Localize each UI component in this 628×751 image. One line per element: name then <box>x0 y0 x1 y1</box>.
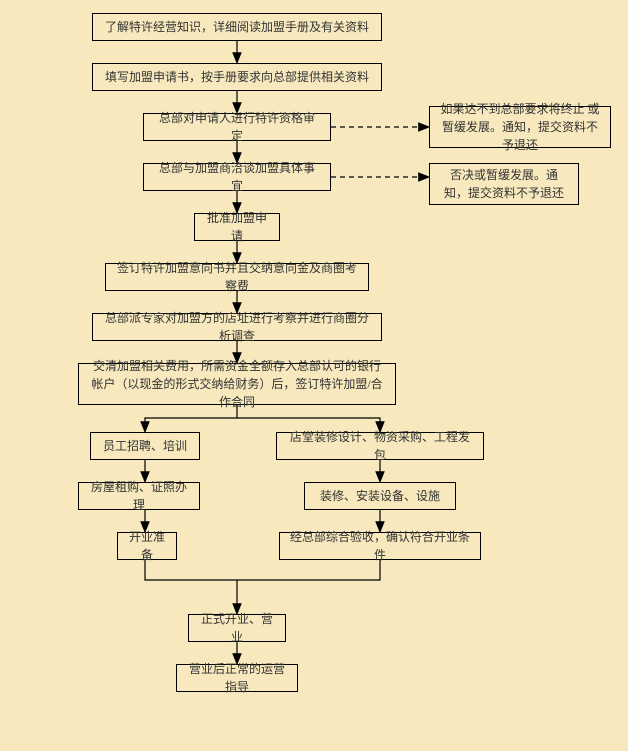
flowchart-node: 了解特许经营知识，详细阅读加盟手册及有关资料 <box>92 13 382 41</box>
node-label: 装修、安装设备、设施 <box>320 487 440 505</box>
node-label: 填写加盟申请书，按手册要求向总部提供相关资料 <box>105 68 369 86</box>
flowchart-node: 签订特许加盟意向书并且交纳意向金及商圈考察费 <box>105 263 369 291</box>
node-label: 总部对申请人进行特许资格审定 <box>154 109 320 145</box>
node-label: 正式开业、营业 <box>199 610 275 646</box>
flowchart-node: 总部与加盟商洽谈加盟具体事宜 <box>143 163 331 191</box>
flowchart-node: 店堂装修设计、物资采购、工程发包 <box>276 432 484 460</box>
node-label: 了解特许经营知识，详细阅读加盟手册及有关资料 <box>105 18 369 36</box>
node-label: 营业后正常的运营指导 <box>187 660 287 696</box>
node-label: 否决或暂缓发展。通知，提交资料不予退还 <box>440 166 568 202</box>
flowchart-node: 营业后正常的运营指导 <box>176 664 298 692</box>
flowchart-node: 开业准备 <box>117 532 177 560</box>
flowchart-node: 否决或暂缓发展。通知，提交资料不予退还 <box>429 163 579 205</box>
flowchart-node: 总部派专家对加盟方的店址进行考察并进行商圈分析调查 <box>92 313 382 341</box>
flowchart-node: 正式开业、营业 <box>188 614 286 642</box>
flowchart-node: 如果达不到总部要求将终止 或暂缓发展。通知，提交资料不予退还 <box>429 106 611 148</box>
flowchart-node: 总部对申请人进行特许资格审定 <box>143 113 331 141</box>
flowchart-node: 装修、安装设备、设施 <box>304 482 456 510</box>
node-label: 交清加盟相关费用，所需资金全额存入总部认可的银行帐户（以现金的形式交纳给财务）后… <box>89 357 385 411</box>
node-label: 房屋租购、证照办理 <box>89 478 189 514</box>
flowchart-node: 经总部综合验收，确认符合开业条件 <box>279 532 481 560</box>
node-label: 经总部综合验收，确认符合开业条件 <box>290 528 470 564</box>
flowchart-node: 填写加盟申请书，按手册要求向总部提供相关资料 <box>92 63 382 91</box>
node-label: 员工招聘、培训 <box>103 437 187 455</box>
node-label: 签订特许加盟意向书并且交纳意向金及商圈考察费 <box>116 259 358 295</box>
node-label: 店堂装修设计、物资采购、工程发包 <box>287 428 473 464</box>
flowchart-node: 交清加盟相关费用，所需资金全额存入总部认可的银行帐户（以现金的形式交纳给财务）后… <box>78 363 396 405</box>
node-label: 开业准备 <box>128 528 166 564</box>
flowchart-node: 批准加盟申请 <box>194 213 280 241</box>
node-label: 批准加盟申请 <box>205 209 269 245</box>
flowchart-node: 员工招聘、培训 <box>90 432 200 460</box>
flowchart-node: 房屋租购、证照办理 <box>78 482 200 510</box>
node-label: 总部派专家对加盟方的店址进行考察并进行商圈分析调查 <box>103 309 371 345</box>
node-label: 总部与加盟商洽谈加盟具体事宜 <box>154 159 320 195</box>
node-label: 如果达不到总部要求将终止 或暂缓发展。通知，提交资料不予退还 <box>440 100 600 154</box>
